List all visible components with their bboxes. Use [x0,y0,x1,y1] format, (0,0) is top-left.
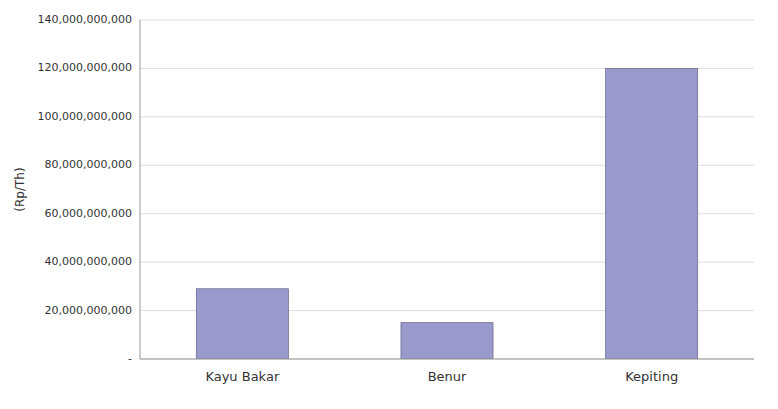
x-axis-line [140,359,754,360]
y-tick-label: 40,000,000,000 [45,255,132,268]
page: {"chart_data": {"type": "bar", "ylabel":… [0,0,778,409]
y-tick-label: 80,000,000,000 [45,158,132,171]
bar [606,68,698,359]
y-axis-line [140,20,141,359]
chart: - 20,000,000,000 40,000,000,000 60,000,000,… [0,0,778,409]
x-tick-label: Kayu Bakar [205,369,279,384]
bars [196,68,697,359]
y-tick-label: 20,000,000,000 [45,304,132,317]
grid [140,20,754,359]
y-axis: - 20,000,000,000 40,000,000,000 60,000,000,… [38,13,133,365]
bar [401,323,493,359]
x-tick-label: Benur [428,369,467,384]
y-tick-label: 140,000,000,000 [38,13,132,26]
y-tick-label: - [128,352,132,365]
x-tick-label: Kepiting [625,369,678,384]
chart-container: - 20,000,000,000 40,000,000,000 60,000,000,… [0,0,778,409]
x-axis: Kayu Bakar Benur Kepiting [205,369,678,384]
bar [196,289,288,359]
y-tick-label: 120,000,000,000 [38,61,132,74]
grid-line [140,20,754,21]
y-tick-label: 60,000,000,000 [45,207,132,220]
grid-line [140,359,754,360]
y-axis-label: (Rp/Th) [13,167,27,211]
y-tick-label: 100,000,000,000 [38,110,132,123]
